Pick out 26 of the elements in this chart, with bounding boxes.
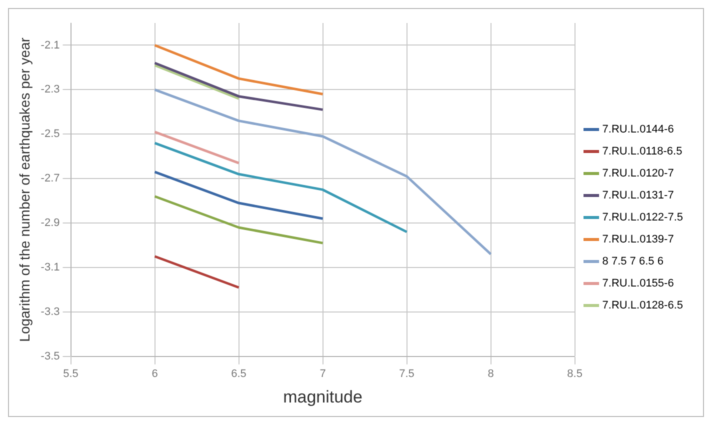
x-tick-label: 7.5 xyxy=(399,368,414,380)
y-tick-label: -3.3 xyxy=(40,306,60,318)
y-tick-label: -2.7 xyxy=(40,172,60,185)
y-tick-label: -2.5 xyxy=(40,128,60,140)
x-tick-label: 8 xyxy=(488,368,494,380)
legend-label: 8 7.5 7 6.5 6 xyxy=(602,256,664,268)
x-tick-label: 7 xyxy=(320,368,326,380)
legend-label: 7.RU.L.0131-7 xyxy=(602,190,674,202)
legend-label: 7.RU.L.0144-6 xyxy=(602,124,674,136)
x-axis-title: magnitude xyxy=(283,387,362,406)
y-tick-label: -2.3 xyxy=(40,84,60,96)
legend-label: 7.RU.L.0118-6.5 xyxy=(602,146,682,158)
x-tick-label: 6.5 xyxy=(231,368,246,380)
legend-label: 7.RU.L.0139-7 xyxy=(602,234,674,246)
y-axis-title: Logarithm of the number of earthquakes per year xyxy=(16,37,32,342)
y-tick-label: -2.1 xyxy=(40,39,60,52)
legend-label: 7.RU.L.0122-7.5 xyxy=(602,212,683,224)
x-tick-label: 8.5 xyxy=(567,368,582,380)
x-tick-label: 6 xyxy=(152,368,158,380)
legend-label: 7.RU.L.0128-6.5 xyxy=(602,300,683,312)
y-tick-label: -3.5 xyxy=(40,350,60,362)
legend-label: 7.RU.L.0120-7 xyxy=(602,168,674,180)
legend-label: 7.RU.L.0155-6 xyxy=(602,278,674,290)
y-tick-label: -3.1 xyxy=(40,262,60,274)
x-tick-label: 5.5 xyxy=(63,368,78,380)
y-tick-label: -2.9 xyxy=(40,217,60,230)
